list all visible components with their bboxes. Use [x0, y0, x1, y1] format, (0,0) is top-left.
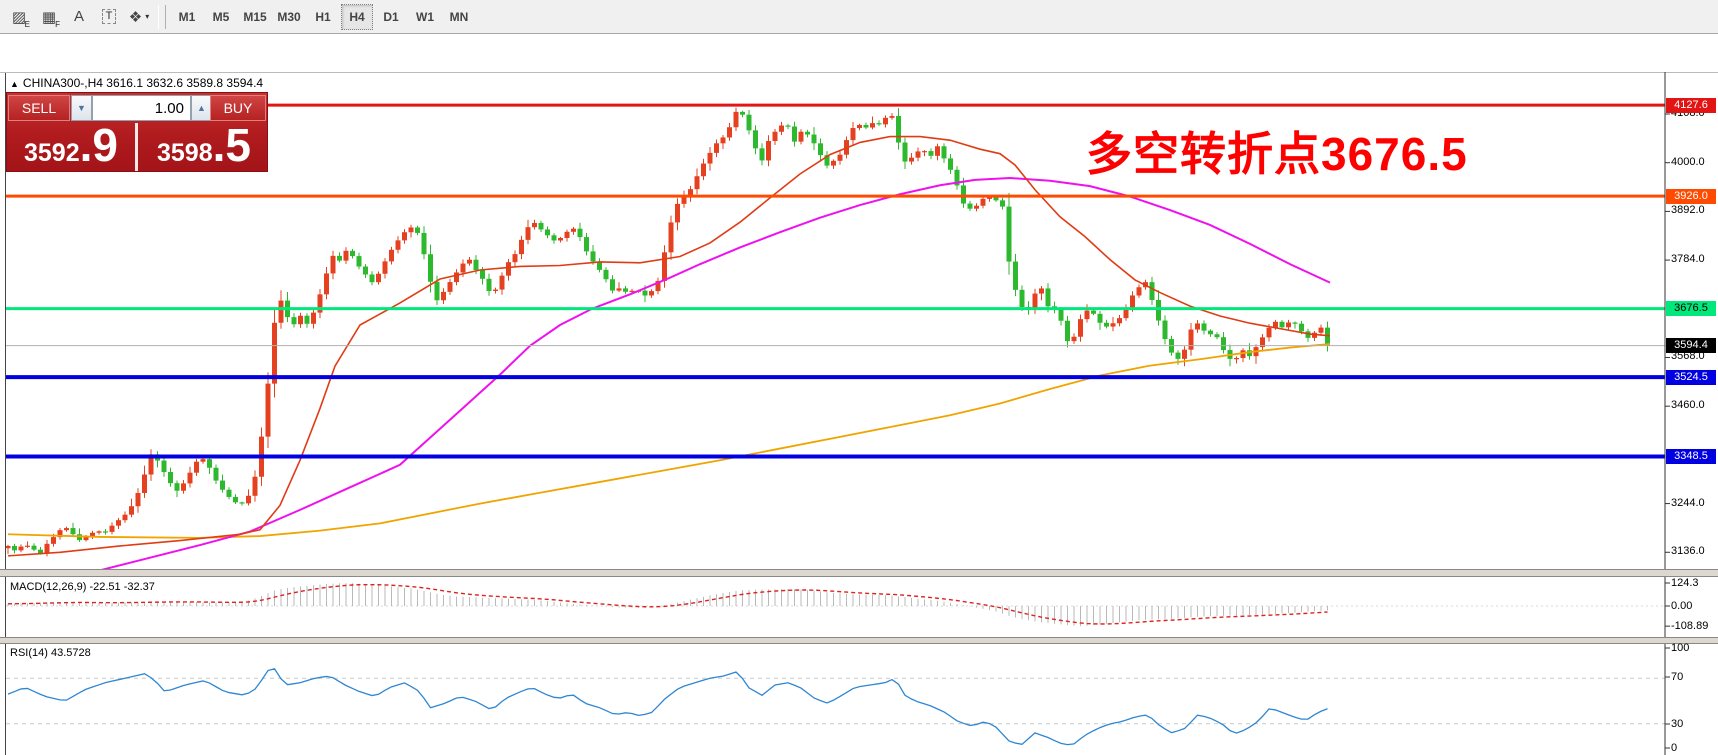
price-axis-tick: 3136.0 — [1671, 545, 1705, 558]
macd-axis-tick: -108.89 — [1671, 620, 1709, 633]
macd-indicator-label: MACD(12,26,9) -22.51 -32.37 — [10, 581, 155, 593]
rsi-axis-tick: 100 — [1671, 642, 1690, 654]
timeframe-m15-button[interactable]: M15 — [243, 9, 267, 24]
volume-increase-button[interactable]: ▲ — [191, 95, 212, 121]
textbox-t-icon: T — [101, 9, 117, 24]
chart-annotation-text: 多空转折点3676.5 — [1086, 128, 1468, 180]
rsi-axis-tick: 30 — [1671, 718, 1684, 730]
price-level-badge: 3348.5 — [1666, 448, 1716, 464]
price-axis-tick: 4000.0 — [1671, 155, 1705, 168]
price-axis-tick: 3460.0 — [1671, 399, 1705, 412]
volume-input[interactable] — [92, 95, 191, 121]
timeframe-d1-button[interactable]: D1 — [383, 9, 399, 24]
timeframe-h1-button[interactable]: H1 — [315, 9, 331, 24]
rsi-axis-tick: 70 — [1671, 671, 1684, 683]
chart-window: ▲ CHINA300-,H4 3616.1 3632.6 3589.8 3594.… — [0, 36, 1718, 755]
price-level-badge: 4127.6 — [1666, 97, 1716, 113]
chart-top-border — [0, 72, 1718, 73]
grid-pattern-f-icon-button[interactable]: ▦ F — [41, 8, 60, 29]
buy-price-display[interactable]: 3598.5 — [139, 119, 269, 171]
rsi-pane — [6, 667, 1665, 746]
price-level-badge: 3594.4 — [1666, 338, 1716, 354]
timeframe-m1-button[interactable]: M1 — [178, 9, 196, 24]
text-label-a-icon: A — [73, 8, 84, 25]
price-level-badge: 3926.0 — [1666, 188, 1716, 204]
sell-price-int: 3592 — [24, 139, 80, 167]
timeframe-m30-button[interactable]: M30 — [277, 9, 301, 24]
hatch-pattern-e-icon: ▨ — [11, 8, 27, 26]
toolbar: ▨ E ▦ F A T ❖ ▾ M1 M5 M15 M30 H1 H4 D1 W1 MN — [0, 0, 1718, 34]
panel-divider — [135, 123, 138, 171]
price-level-badge: 3676.5 — [1666, 301, 1716, 317]
text-label-a-icon-button[interactable]: A — [65, 4, 93, 30]
cursor-tool-icon: ❖ — [128, 8, 143, 26]
hatch-pattern-e-icon-button[interactable]: ▨ E — [11, 8, 30, 29]
textbox-t-icon-button[interactable]: T — [95, 4, 123, 30]
volume-decrease-button[interactable]: ▼ — [71, 95, 92, 121]
one-click-trade-panel: SELL ▼ ▲ BUY 3592.9 3598.5 — [6, 92, 268, 172]
buy-price-int: 3598 — [157, 139, 213, 167]
price-axis-tick: 3568.0 — [1671, 350, 1705, 363]
rsi-axis-tick: 0 — [1671, 742, 1678, 754]
cursor-tool-icon-button[interactable]: ❖ ▾ — [125, 4, 153, 30]
price-level-badge: 3524.5 — [1666, 369, 1716, 385]
buy-button[interactable]: BUY — [210, 95, 266, 121]
grid-pattern-f-icon: ▦ — [41, 8, 57, 26]
rsi-indicator-label: RSI(14) 43.5728 — [10, 647, 91, 659]
pane-splitter-macd-rsi[interactable] — [0, 637, 1718, 644]
timeframe-w1-button[interactable]: W1 — [416, 9, 434, 24]
sell-price-display[interactable]: 3592.9 — [7, 119, 135, 171]
price-chart-canvas — [6, 72, 1670, 755]
sell-price-frac: .9 — [79, 119, 118, 171]
collapse-triangle-icon[interactable]: ▲ — [10, 79, 19, 89]
macd-axis-tick: 124.3 — [1671, 577, 1699, 589]
timeframe-m5-button[interactable]: M5 — [212, 9, 230, 24]
dropdown-caret-icon: ▾ — [145, 12, 150, 21]
pane-splitter-main-macd[interactable] — [0, 569, 1718, 577]
price-axis-tick: 3892.0 — [1671, 204, 1705, 217]
chart-left-border — [5, 73, 6, 755]
sell-button[interactable]: SELL — [8, 95, 70, 121]
macd-axis-tick: 0.00 — [1671, 600, 1693, 612]
timeframe-mn-button[interactable]: MN — [449, 9, 469, 24]
symbol-ohlc-text: CHINA300-,H4 3616.1 3632.6 3589.8 3594.4 — [22, 76, 264, 90]
price-axis-tick: 3784.0 — [1671, 253, 1705, 266]
macd-pane — [6, 583, 1665, 627]
symbol-ohlc-line: ▲ CHINA300-,H4 3616.1 3632.6 3589.8 3594.… — [10, 76, 263, 90]
buy-price-frac: .5 — [212, 119, 251, 171]
timeframe-h4-button[interactable]: H4 — [341, 3, 373, 30]
main-pane — [6, 103, 1665, 569]
price-axis-tick: 3244.0 — [1671, 496, 1705, 509]
